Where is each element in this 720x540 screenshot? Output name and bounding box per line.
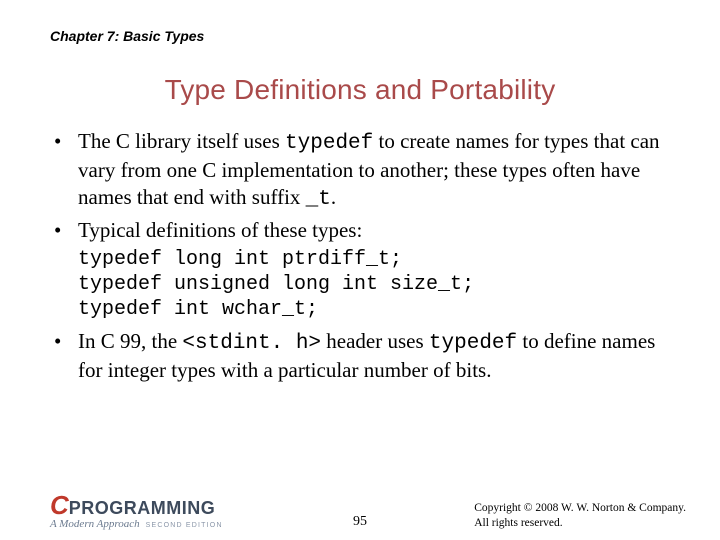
bullet-1: The C library itself uses typedef to cre… xyxy=(50,128,670,213)
bullet-3-pre: In C 99, the xyxy=(78,329,182,353)
code-block: typedef long int ptrdiff_t; typedef unsi… xyxy=(78,247,670,322)
bullet-3: In C 99, the <stdint. h> header uses typ… xyxy=(50,328,670,384)
bullet-1-end: . xyxy=(331,185,336,209)
logo: CPROGRAMMING A Modern Approach SECOND EDI… xyxy=(50,492,223,530)
bullet-2: Typical definitions of these types: xyxy=(50,217,670,243)
page-number: 95 xyxy=(353,514,367,530)
bullet-list-2: In C 99, the <stdint. h> header uses typ… xyxy=(50,328,670,384)
bullet-3-mid: header uses xyxy=(321,329,429,353)
slide-title-text: Type Definitions and Portability xyxy=(165,74,556,105)
copyright-line2: All rights reserved. xyxy=(474,516,686,530)
logo-sub-text: A Modern Approach xyxy=(50,518,140,530)
chapter-header: Chapter 7: Basic Types xyxy=(50,28,670,44)
bullet-3-code2: typedef xyxy=(429,332,517,355)
logo-programming: PROGRAMMING xyxy=(69,499,216,517)
logo-edition: SECOND EDITION xyxy=(146,522,223,529)
copyright-line1: Copyright © 2008 W. W. Norton & Company. xyxy=(474,501,686,515)
copyright: Copyright © 2008 W. W. Norton & Company.… xyxy=(474,501,686,530)
footer: CPROGRAMMING A Modern Approach SECOND EDI… xyxy=(50,492,686,530)
slide-title: Type Definitions and Portability xyxy=(50,74,670,106)
logo-subtitle: A Modern Approach SECOND EDITION xyxy=(50,519,223,530)
bullet-1-pre: The C library itself uses xyxy=(78,129,285,153)
logo-c-letter: C xyxy=(50,492,68,518)
bullet-3-code1: <stdint. h> xyxy=(182,332,321,355)
bullet-1-code2: _t xyxy=(306,188,331,211)
logo-main: CPROGRAMMING xyxy=(50,492,223,518)
bullet-1-code: typedef xyxy=(285,132,373,155)
bullet-list: The C library itself uses typedef to cre… xyxy=(50,128,670,243)
